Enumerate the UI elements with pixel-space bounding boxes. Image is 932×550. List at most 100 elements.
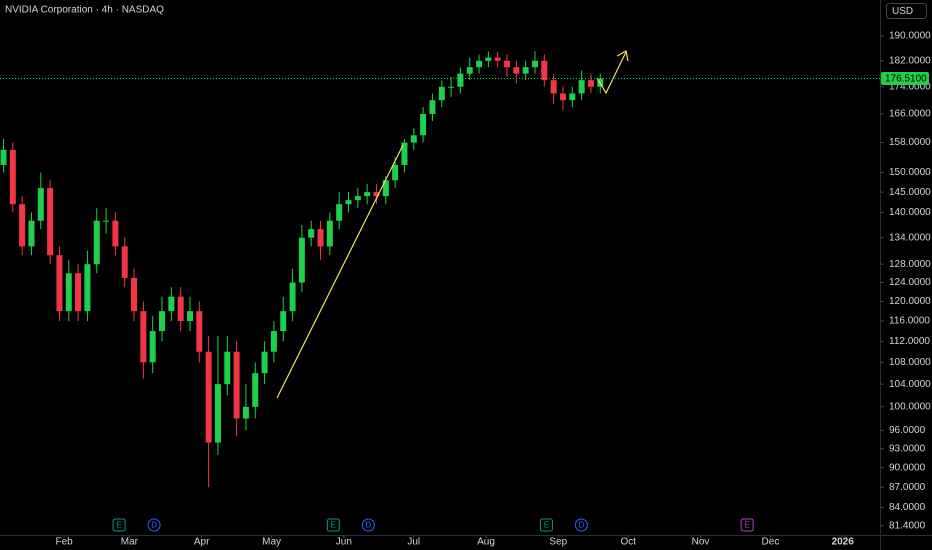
event-label: E (544, 521, 549, 530)
candle-body (47, 188, 54, 256)
candle-body (448, 86, 455, 88)
y-tick-label: 120.0000 (889, 296, 931, 307)
y-tick-label: 166.0000 (889, 109, 931, 120)
x-tick-label: Mar (121, 537, 139, 548)
candle-body (317, 229, 324, 247)
candle-body (410, 135, 417, 143)
candle-body (522, 67, 529, 74)
currency-button[interactable] (886, 3, 927, 19)
candle-body (392, 164, 399, 181)
price-tag-label: 176.5100 (885, 74, 927, 85)
event-marker (539, 518, 553, 532)
candle-body (531, 60, 538, 68)
candle-body (84, 264, 91, 312)
x-tick-label: Apr (194, 537, 210, 548)
candle-body (438, 86, 445, 101)
x-tick-label: Nov (692, 537, 710, 548)
candle-body (177, 296, 184, 322)
y-tick-label: 158.0000 (889, 137, 931, 148)
trend-line (276, 144, 404, 399)
candle-body (494, 57, 501, 61)
x-tick-label: Feb (55, 537, 73, 548)
y-tick-label: 84.0000 (889, 502, 926, 513)
candle-body (326, 220, 333, 247)
candle-body (233, 351, 240, 419)
price-tag (881, 72, 929, 86)
event-marker (147, 518, 161, 532)
candle-body (121, 246, 128, 278)
drawings (276, 50, 629, 399)
x-tick-label: Jun (336, 537, 352, 548)
candle-body (485, 57, 492, 61)
y-tick-label: 81.4000 (889, 520, 926, 531)
x-tick-label: May (262, 537, 281, 548)
projection-arrow (596, 51, 627, 95)
event-marker (740, 518, 754, 532)
y-tick-label: 87.0000 (889, 482, 926, 493)
x-tick-label: 2026 (832, 537, 855, 548)
candle-body (93, 220, 100, 265)
candle-body (280, 311, 287, 332)
candle-body (186, 311, 193, 322)
event-marker (112, 518, 126, 532)
candle-body (569, 93, 576, 101)
x-tick-label: Dec (762, 537, 780, 548)
candle-body (261, 351, 268, 374)
candle-body (252, 373, 259, 407)
candle-body (289, 282, 296, 312)
chart-title: NVIDIA Corporation · 4h · NASDAQ (5, 5, 164, 16)
candle-body (159, 311, 166, 332)
arrow-head (616, 50, 629, 62)
candle-body (457, 73, 464, 87)
x-tick-label: Oct (620, 537, 636, 548)
y-tick-label: 108.0000 (889, 357, 931, 368)
y-tick-label: 145.0000 (889, 187, 931, 198)
candle-body (205, 351, 212, 443)
candle-body (550, 80, 557, 94)
candle-body (56, 255, 63, 312)
candle-body (513, 67, 520, 74)
candle-body (345, 200, 352, 205)
candle-body (420, 113, 427, 136)
candle-body (168, 296, 175, 312)
candle-body (504, 60, 511, 68)
candle-body (9, 149, 16, 205)
candle-body (131, 277, 138, 312)
y-tick-label: 93.0000 (889, 443, 926, 454)
event-marker (361, 518, 375, 532)
x-tick-label: Jul (407, 537, 420, 548)
candle-body (382, 180, 389, 197)
y-tick-label: 134.0000 (889, 232, 931, 243)
candle-body (308, 229, 315, 238)
event-marker (326, 518, 340, 532)
y-tick-label: 104.0000 (889, 379, 931, 390)
event-label: D (151, 521, 157, 530)
candle-body (103, 220, 110, 222)
candle-body (214, 384, 221, 443)
event-marker (574, 518, 588, 532)
candle-body (28, 220, 35, 247)
candle-body (354, 196, 361, 201)
y-tick-label: 116.0000 (889, 316, 930, 327)
y-tick-label: 112.0000 (889, 336, 930, 347)
y-tick-label: 174.0000 (889, 81, 931, 92)
candle-body (140, 311, 147, 363)
candle-body (224, 351, 231, 385)
candle-body (37, 188, 44, 221)
y-tick-label: 140.0000 (889, 207, 931, 218)
candle-body (0, 149, 7, 165)
candle-body (75, 273, 82, 312)
candle-body (242, 406, 249, 419)
candle-body (541, 60, 548, 81)
y-tick-label: 128.0000 (889, 259, 931, 270)
candle-body (559, 93, 566, 101)
candle-body (196, 311, 203, 352)
candle-body (336, 204, 343, 221)
candle-body (587, 80, 594, 87)
event-label: E (744, 521, 749, 530)
event-label: E (331, 521, 336, 530)
candle-body (429, 100, 436, 114)
y-tick-label: 96.0000 (889, 425, 926, 436)
event-label: E (116, 521, 121, 530)
